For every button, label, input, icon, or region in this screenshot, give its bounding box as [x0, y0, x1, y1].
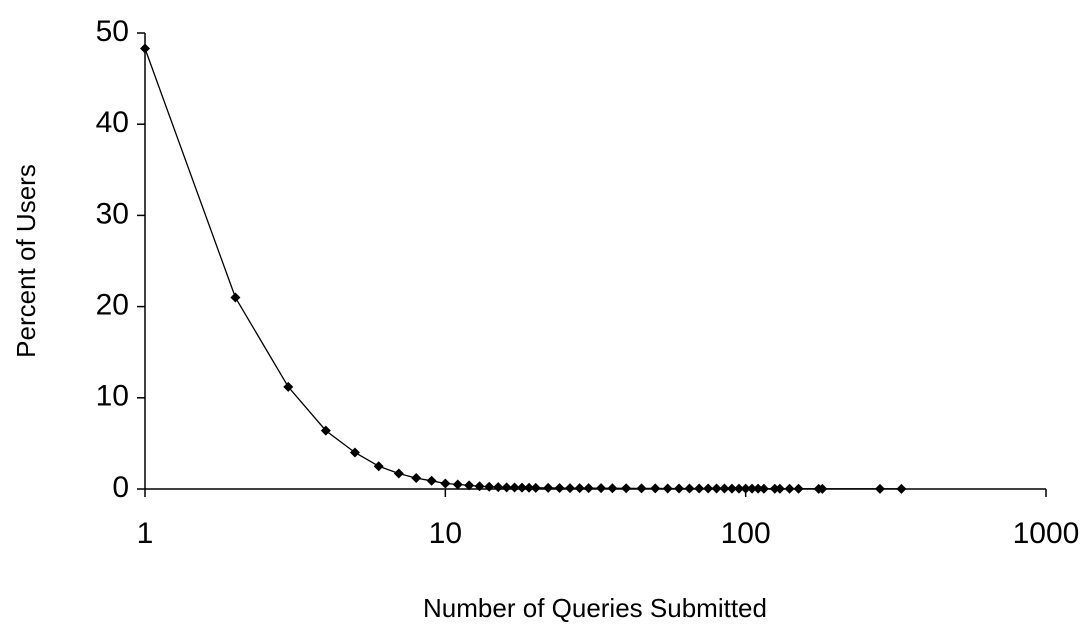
- y-tick-label: 30: [96, 197, 129, 230]
- marker: [493, 482, 504, 493]
- marker: [769, 483, 780, 494]
- marker: [574, 483, 585, 494]
- marker: [426, 475, 437, 486]
- x-tick-label: 100: [721, 517, 771, 550]
- marker: [583, 483, 594, 494]
- marker: [774, 483, 785, 494]
- marker: [694, 483, 705, 494]
- marker: [817, 483, 828, 494]
- marker: [726, 483, 737, 494]
- marker: [530, 482, 541, 493]
- marker: [373, 461, 384, 472]
- marker: [501, 482, 512, 493]
- marker: [393, 468, 404, 479]
- marker: [711, 483, 722, 494]
- marker: [484, 481, 495, 492]
- marker: [349, 447, 360, 458]
- y-tick-label: 20: [96, 289, 129, 322]
- marker: [474, 481, 485, 492]
- marker: [554, 482, 565, 493]
- marker: [662, 483, 673, 494]
- marker: [320, 425, 331, 436]
- y-tick-label: 50: [96, 15, 129, 48]
- marker: [874, 483, 885, 494]
- marker: [411, 473, 422, 484]
- marker: [440, 478, 451, 489]
- marker: [464, 480, 475, 491]
- marker: [140, 43, 150, 54]
- marker: [758, 483, 769, 494]
- marker: [684, 483, 695, 494]
- marker: [719, 483, 730, 494]
- marker: [607, 483, 618, 494]
- y-axis-title: Percent of Users: [11, 164, 41, 358]
- marker: [283, 381, 294, 392]
- marker: [650, 483, 661, 494]
- x-axis-title: Number of Queries Submitted: [423, 593, 767, 623]
- marker: [636, 483, 647, 494]
- x-tick-label: 1000: [1013, 517, 1080, 550]
- y-tick-label: 10: [96, 380, 129, 413]
- marker: [753, 483, 764, 494]
- marker: [621, 483, 632, 494]
- y-tick-label: 0: [112, 471, 129, 504]
- marker: [740, 483, 751, 494]
- x-tick-label: 10: [429, 517, 462, 550]
- marker: [509, 482, 520, 493]
- marker: [896, 483, 907, 494]
- marker: [543, 482, 554, 493]
- marker: [784, 483, 795, 494]
- marker: [733, 483, 744, 494]
- y-tick-label: 40: [96, 106, 129, 139]
- marker: [596, 483, 607, 494]
- marker: [452, 479, 463, 490]
- marker: [564, 483, 575, 494]
- marker: [517, 482, 528, 493]
- x-tick-label: 1: [137, 517, 154, 550]
- marker: [524, 482, 535, 493]
- marker: [230, 292, 241, 303]
- marker: [703, 483, 714, 494]
- marker: [793, 483, 804, 494]
- marker: [747, 483, 758, 494]
- marker: [674, 483, 685, 494]
- line: [144, 48, 902, 490]
